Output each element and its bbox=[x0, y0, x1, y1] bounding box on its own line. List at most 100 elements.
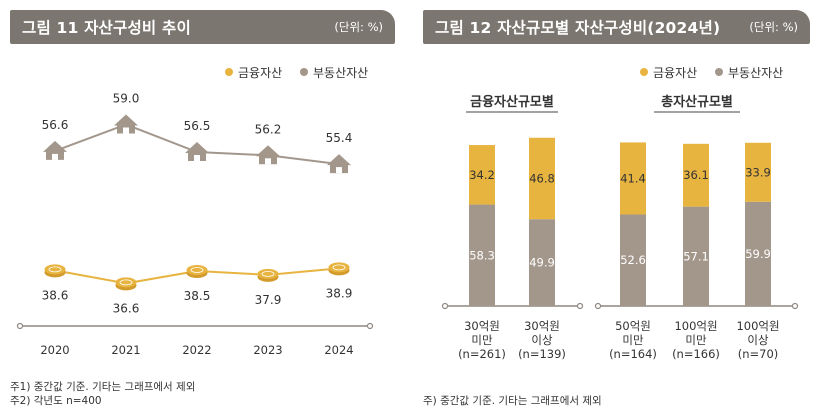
data-label-financial: 36.6 bbox=[113, 301, 140, 315]
legend-dot-financial bbox=[640, 68, 648, 76]
bar-category-label: 100억원 bbox=[674, 319, 717, 333]
legend-label-financial: 금융자산 bbox=[653, 66, 698, 80]
bar-label-financial: 34.2 bbox=[469, 168, 495, 182]
bar-segment-real-estate bbox=[683, 206, 709, 306]
right-legend: 금융자산 부동산자산 bbox=[640, 64, 783, 81]
right-chart-header: 그림 12 자산규모별 자산구성비(2024년) (단위: %) bbox=[423, 10, 810, 44]
coin-icon bbox=[186, 265, 208, 275]
data-label-real-estate: 59.0 bbox=[113, 92, 140, 106]
coin-icon-ring bbox=[261, 270, 275, 277]
bar-category-label: 100억원 bbox=[736, 319, 779, 333]
bar-category-label: 이상 bbox=[531, 333, 553, 347]
x-tick-label: 2023 bbox=[253, 343, 282, 357]
x-axis-end-right bbox=[366, 322, 374, 330]
coin-icon bbox=[328, 262, 350, 273]
house-door bbox=[265, 158, 271, 165]
left-legend: 금융자산 부동산자산 bbox=[225, 64, 368, 81]
data-label-real-estate: 55.4 bbox=[326, 131, 353, 145]
right-chart-unit: (단위: %) bbox=[749, 20, 798, 34]
house-icon bbox=[114, 114, 138, 134]
bar-segment-financial bbox=[620, 142, 646, 215]
coin-icon bbox=[115, 277, 137, 288]
bar-axis-end bbox=[594, 302, 602, 310]
house-icon bbox=[185, 142, 209, 161]
left-chart-header: 그림 11 자산구성비 추이 (단위: %) bbox=[10, 10, 395, 44]
bar-label-financial: 36.1 bbox=[683, 168, 709, 182]
bar-axis-end bbox=[791, 302, 799, 310]
legend-dot-financial bbox=[225, 68, 233, 76]
coin-marker-financial bbox=[257, 268, 279, 282]
left-footnotes: 주1) 중간값 기준. 기타는 그래프에서 제외 주2) 각년도 n=400 bbox=[10, 380, 195, 408]
left-footnote-2: 주2) 각년도 n=400 bbox=[10, 395, 102, 407]
bar-category-label: 50억원 bbox=[615, 319, 651, 333]
legend-item-financial: 금융자산 bbox=[225, 66, 282, 80]
coin-icon bbox=[257, 268, 279, 279]
bar-category-label: 미만 bbox=[471, 333, 493, 347]
legend-label-real-estate: 부동산자산 bbox=[728, 66, 784, 80]
bar-category-label: (n=70) bbox=[738, 347, 779, 361]
bar-label-financial: 33.9 bbox=[745, 165, 771, 179]
house-icon bbox=[327, 154, 351, 174]
bar-category-label: (n=164) bbox=[609, 347, 657, 361]
coin-icon bbox=[44, 264, 66, 275]
legend-label-financial: 금융자산 bbox=[238, 66, 283, 80]
coin-marker-financial bbox=[186, 265, 208, 278]
bar-segment-real-estate bbox=[469, 204, 495, 306]
bar-category-label: 이상 bbox=[747, 333, 769, 347]
bar-category-label: 30억원 bbox=[464, 319, 500, 333]
bar-label-real-estate: 49.9 bbox=[529, 256, 555, 270]
x-tick-label: 2022 bbox=[182, 343, 211, 357]
bar-category-label: 미만 bbox=[622, 333, 644, 347]
house-door bbox=[123, 127, 129, 134]
coin-icon-ring bbox=[48, 266, 62, 273]
legend-dot-real-estate bbox=[300, 68, 308, 76]
coin-icon-ring bbox=[332, 264, 346, 271]
coin-marker-financial bbox=[328, 262, 350, 276]
left-footnote-1: 주1) 중간값 기준. 기타는 그래프에서 제외 bbox=[10, 381, 196, 393]
data-label-real-estate: 56.2 bbox=[255, 122, 282, 136]
x-tick-label: 2024 bbox=[324, 343, 353, 357]
bar-category-label: 미만 bbox=[685, 333, 707, 347]
bar-category-label: (n=139) bbox=[518, 347, 566, 361]
x-tick-label: 2021 bbox=[111, 343, 140, 357]
bar-category-label: (n=261) bbox=[458, 347, 506, 361]
bar-segment-financial bbox=[683, 143, 709, 207]
data-label-financial: 38.5 bbox=[184, 289, 211, 303]
bar-label-real-estate: 59.9 bbox=[745, 247, 771, 261]
bar-category-label: (n=166) bbox=[672, 347, 720, 361]
house-marker-real-estate bbox=[327, 154, 351, 174]
legend-item-real-estate: 부동산자산 bbox=[300, 66, 368, 80]
house-marker-real-estate bbox=[256, 145, 280, 165]
bar-label-real-estate: 52.6 bbox=[620, 253, 646, 267]
house-marker-real-estate bbox=[185, 142, 209, 161]
bar-segment-real-estate bbox=[529, 219, 555, 306]
bar-segment-financial bbox=[529, 137, 555, 220]
house-icon bbox=[43, 140, 67, 160]
legend-dot-real-estate bbox=[715, 68, 723, 76]
coin-icon-ring bbox=[190, 267, 204, 273]
bar-axis-end bbox=[576, 302, 584, 310]
bar-category-label: 30억원 bbox=[524, 319, 560, 333]
bar-label-financial: 46.8 bbox=[529, 171, 555, 185]
coin-marker-financial bbox=[44, 264, 66, 278]
data-label-real-estate: 56.6 bbox=[42, 118, 69, 132]
left-chart-title: 그림 11 자산구성비 추이 bbox=[22, 19, 191, 37]
legend-label-real-estate: 부동산자산 bbox=[313, 66, 369, 80]
left-chart-unit: (단위: %) bbox=[334, 20, 383, 34]
group-label-total-size: 총자산규모별 bbox=[661, 94, 733, 110]
coin-marker-financial bbox=[115, 277, 137, 291]
coin-icon-ring bbox=[119, 279, 133, 286]
data-label-financial: 38.6 bbox=[42, 288, 69, 302]
data-label-real-estate: 56.5 bbox=[184, 119, 211, 133]
bar-segment-real-estate bbox=[745, 201, 771, 306]
house-marker-real-estate bbox=[114, 114, 138, 134]
bar-segment-financial bbox=[745, 142, 771, 202]
x-axis-end-left bbox=[16, 322, 24, 330]
bar-segment-real-estate bbox=[620, 214, 646, 306]
data-label-financial: 37.9 bbox=[255, 293, 282, 307]
right-footnote: 주) 중간값 기준. 기타는 그래프에서 제외 bbox=[423, 395, 602, 407]
house-icon bbox=[256, 145, 280, 165]
x-tick-label: 2020 bbox=[40, 343, 69, 357]
right-chart-title: 그림 12 자산규모별 자산구성비(2024년) bbox=[435, 19, 721, 37]
